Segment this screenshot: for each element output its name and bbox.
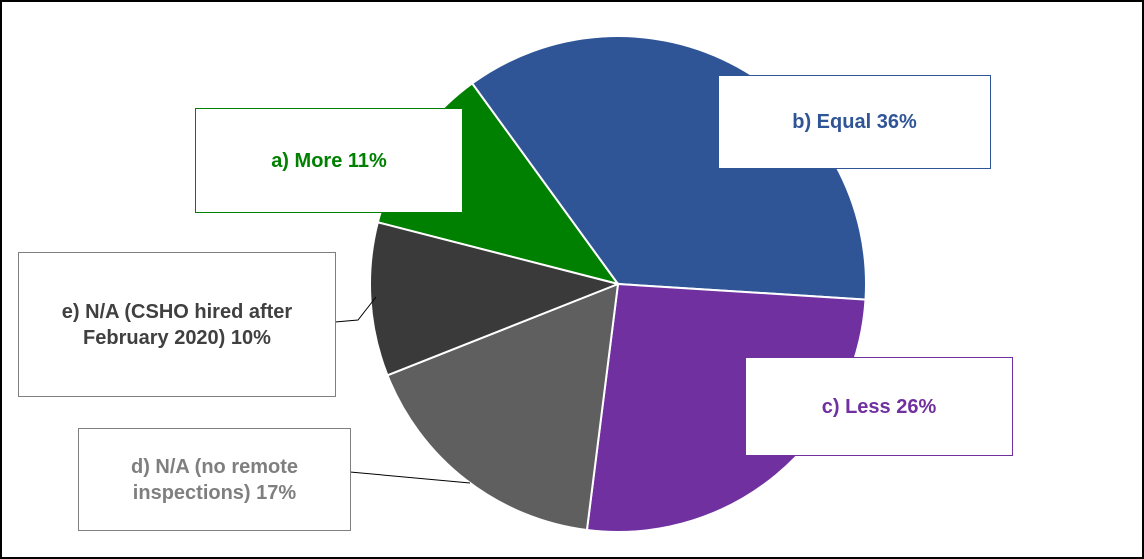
pie-slice xyxy=(585,282,867,533)
slice-label: b) Equal 36% xyxy=(718,75,991,169)
slice-label: a) More 11% xyxy=(195,108,463,213)
slice-label: d) N/A (no remote inspections) 17% xyxy=(78,428,351,531)
pie-slice xyxy=(386,282,620,532)
slice-label: e) N/A (CSHO hired after February 2020) … xyxy=(18,252,336,397)
pie-slice xyxy=(369,221,622,377)
leader-line xyxy=(349,471,471,484)
slice-label: c) Less 26% xyxy=(745,357,1013,456)
leader-line xyxy=(334,296,377,323)
